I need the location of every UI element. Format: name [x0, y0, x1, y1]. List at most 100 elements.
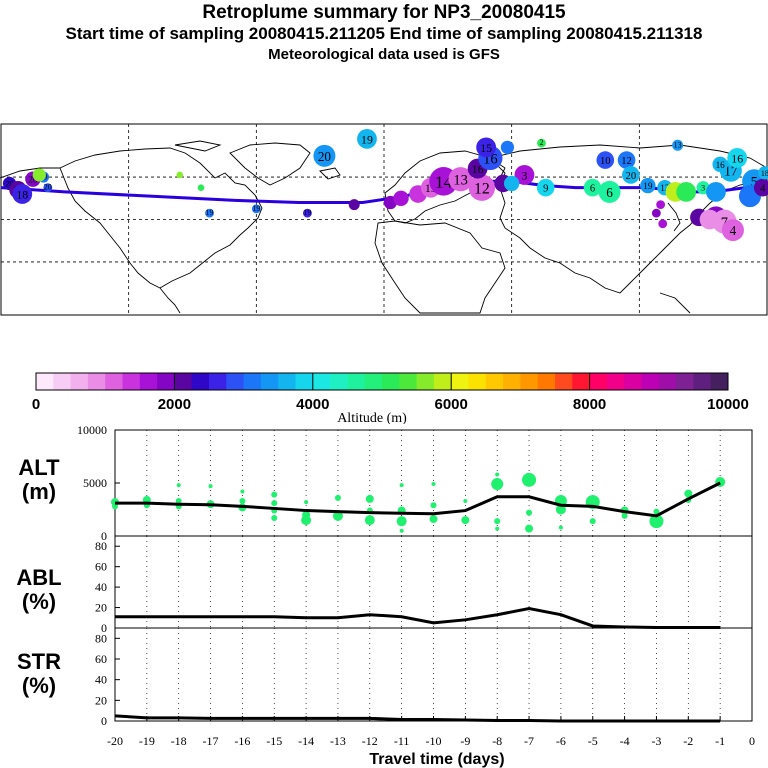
alt-scatter-point [399, 483, 404, 488]
colorbar-cell [676, 373, 694, 390]
map-cluster-label: 7 [721, 215, 728, 231]
x-tick-label: -2 [683, 734, 693, 748]
alt-ylabel: ALT (m) [18, 455, 60, 504]
map-cluster-circle [503, 175, 520, 192]
colorbar-cell [191, 373, 210, 390]
colorbar-cell [589, 373, 608, 390]
alt-scatter-point [301, 515, 312, 526]
y-tick-label: 0 [101, 529, 107, 543]
sampling-times: Start time of sampling 20080415.211205 E… [65, 24, 703, 43]
colorbar-cell [658, 373, 677, 390]
alt-scatter-point [396, 516, 407, 527]
page-title: Retroplume summary for NP3_20080415 [202, 2, 566, 23]
alt-scatter-point [526, 509, 533, 516]
map-cluster-label: 13 [674, 141, 682, 150]
colorbar-tick-label: 6000 [435, 396, 468, 413]
map-cluster-label: 19 [303, 208, 311, 217]
y-tick-label: 0 [101, 714, 107, 728]
map-cluster-circle [43, 183, 53, 193]
map-cluster-label: 20 [28, 175, 38, 185]
alt-scatter-point [495, 526, 500, 531]
x-axis-ticks: -20 -19 -18 -17 -16 -15 -14 -13 -12 -11 -10 -9 -8 -7-… [107, 716, 755, 748]
y-tick-label: 40 [95, 580, 107, 594]
y-tick-label: 0 [101, 621, 107, 635]
map-cluster-label: 2 [539, 138, 543, 147]
x-tick-label: -4 [620, 734, 630, 748]
map-cluster-marker: 6 [583, 178, 602, 197]
alt-scatter-point [430, 502, 437, 509]
map-cluster-circle [658, 219, 668, 229]
panel-str: 80 60 40 20 0 [95, 627, 753, 728]
map-cluster-circle [476, 137, 497, 158]
colorbar-cell [243, 373, 262, 390]
map-cluster-label: 16 [472, 162, 484, 176]
map-cluster-marker: 9 [536, 178, 555, 197]
colorbar-cell [537, 373, 556, 390]
colorbar-tick-label: 4000 [296, 396, 329, 413]
map-cluster-circle [596, 151, 615, 169]
panel-frame [114, 627, 753, 722]
map-cluster-marker [676, 182, 697, 202]
map-cluster-circle [393, 190, 409, 206]
map-cluster-label: 5 [751, 175, 758, 191]
map-cluster-label: 10 [600, 156, 611, 167]
map-cluster-marker [651, 208, 661, 218]
x-axis-label: Travel time (days) [369, 751, 504, 768]
alt-scatter-point [589, 518, 596, 525]
colorbar-cell [606, 373, 625, 390]
colorbar-tick-label: 10000 [707, 396, 749, 413]
x-tick-label: -16 [234, 734, 250, 748]
colorbar-cell [364, 373, 383, 390]
alt-scatter-point [463, 499, 468, 504]
map-cluster-circle [514, 165, 535, 185]
map-cluster-label: 16 [731, 151, 743, 165]
map-cluster-marker: 12 [468, 174, 496, 201]
map-cluster-circle [640, 177, 656, 194]
map-cluster-circle [676, 182, 697, 202]
x-tick-label: -10 [426, 734, 442, 748]
colorbar-tick-label: 8000 [573, 396, 606, 413]
colorbar-cell [624, 373, 642, 390]
map-cluster-marker: 19 [205, 208, 214, 218]
x-tick-label: -13 [330, 734, 346, 748]
x-tick-label: -14 [298, 734, 314, 748]
map-cluster-circle [468, 174, 496, 201]
map-cluster-label: 19 [425, 181, 437, 195]
map-cluster-label: 18 [761, 169, 768, 178]
colorbar-cell [399, 373, 418, 390]
colorbar-cell [312, 373, 331, 390]
colorbar-cell [53, 373, 72, 390]
map-cluster-circle [32, 168, 46, 182]
map-cluster-marker: 13 [672, 139, 684, 151]
x-tick-label: -6 [556, 734, 566, 748]
abl-ylabel: ABL (%) [16, 565, 62, 614]
colorbar-cell [693, 373, 712, 390]
colorbar-cell [105, 373, 123, 390]
met-data-note: Meteorological data used is GFS [268, 46, 500, 63]
colorbar-cell [70, 373, 89, 390]
map-cluster-marker: 20 [313, 144, 336, 167]
x-tick-label: -18 [171, 734, 187, 748]
alt-scatter-point [176, 483, 181, 488]
x-tick-label: -15 [266, 734, 282, 748]
map-cluster-marker: 19 [357, 128, 377, 149]
map-cluster-circle [176, 171, 184, 179]
map-cluster-circle [598, 180, 621, 203]
map-cluster-circle [12, 184, 33, 204]
map-cluster-marker: 15 [476, 137, 497, 158]
map-cluster-label: 19 [361, 132, 373, 146]
map-cluster-marker: 18 [12, 184, 33, 204]
x-tick-label: -20 [107, 734, 123, 748]
map-cluster-label: 6 [590, 184, 595, 195]
y-tick-label: 60 [95, 560, 107, 574]
map-cluster-marker: 4 [753, 178, 768, 197]
colorbar-cell [260, 373, 279, 390]
map-cluster-marker: 13 [448, 167, 473, 192]
colorbar-cell [347, 373, 366, 390]
x-tick-label: -19 [139, 734, 155, 748]
colorbar-cell [295, 373, 314, 390]
alt-scatter-point [461, 516, 470, 525]
alt-scatter-point [555, 504, 566, 515]
map-cluster-marker: 20 [43, 183, 53, 193]
alt-scatter-point [495, 472, 500, 477]
